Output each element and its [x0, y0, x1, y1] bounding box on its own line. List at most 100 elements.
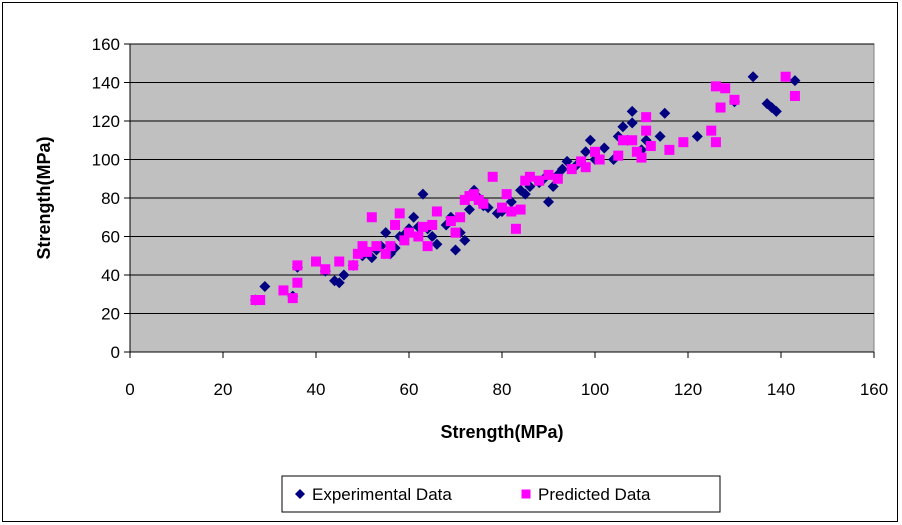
square-data-point — [534, 175, 545, 186]
square-data-point — [422, 241, 433, 252]
square-data-point — [394, 208, 405, 219]
diamond-data-point — [598, 142, 610, 154]
square-data-point — [348, 260, 359, 271]
diamond-data-point — [519, 188, 531, 200]
diamond-data-point — [659, 107, 671, 119]
x-tick-label: 100 — [581, 380, 609, 399]
square-data-point — [789, 90, 800, 101]
diamond-data-point — [463, 204, 475, 216]
square-data-point — [445, 216, 456, 227]
square-data-point — [678, 137, 689, 148]
legend-marker-predicted — [521, 489, 531, 499]
square-data-point — [613, 150, 624, 161]
square-data-point — [292, 260, 303, 271]
square-data-point — [524, 171, 535, 182]
y-tick-labels: 0 20 40 60 80 100 120 140 160 — [92, 35, 120, 362]
square-data-point — [576, 156, 587, 167]
y-tick-label: 80 — [101, 189, 120, 208]
square-data-point — [515, 204, 526, 215]
diamond-data-point — [450, 244, 461, 256]
square-data-point — [710, 81, 721, 92]
x-tick-label: 0 — [125, 380, 134, 399]
diamond-data-point — [747, 71, 759, 83]
square-data-point — [566, 164, 577, 175]
legend-label-predicted: Predicted Data — [538, 485, 651, 504]
series-predicted — [250, 71, 800, 306]
square-data-point — [371, 241, 382, 252]
square-data-point — [543, 169, 554, 180]
data-series — [250, 71, 801, 306]
square-data-point — [641, 112, 652, 123]
square-data-point — [641, 125, 652, 136]
square-data-point — [380, 248, 391, 259]
axes — [124, 43, 875, 358]
square-data-point — [455, 212, 466, 223]
diamond-data-point — [626, 105, 638, 117]
legend-marker-experimental — [295, 489, 305, 499]
diamond-data-point — [380, 227, 392, 239]
square-data-point — [287, 293, 298, 304]
y-tick-label: 60 — [101, 228, 120, 247]
square-data-point — [366, 212, 377, 223]
square-data-point — [278, 285, 289, 296]
gridlines — [130, 43, 874, 314]
x-tick-label: 120 — [674, 380, 702, 399]
square-data-point — [720, 83, 731, 94]
square-data-point — [710, 137, 721, 148]
x-tick-label: 160 — [860, 380, 888, 399]
x-axis-title: Strength(MPa) — [441, 422, 564, 442]
square-data-point — [417, 221, 428, 232]
y-tick-label: 140 — [92, 74, 120, 93]
square-data-point — [506, 206, 517, 217]
square-data-point — [552, 173, 563, 184]
diamond-data-point — [417, 188, 429, 200]
square-data-point — [715, 102, 726, 113]
square-data-point — [729, 94, 740, 105]
y-tick-label: 160 — [92, 35, 120, 54]
square-data-point — [450, 227, 461, 238]
square-data-point — [255, 295, 266, 306]
x-tick-label: 20 — [214, 380, 233, 399]
square-data-point — [399, 235, 410, 246]
square-data-point — [385, 241, 396, 252]
square-data-point — [292, 277, 303, 288]
square-data-point — [501, 189, 512, 200]
diamond-data-point — [338, 269, 350, 281]
diamond-data-point — [426, 231, 438, 242]
diamond-data-point — [459, 234, 471, 246]
square-data-point — [390, 219, 401, 230]
y-tick-label: 20 — [101, 305, 120, 324]
y-axis-title: Strength(MPa) — [34, 137, 54, 260]
square-data-point — [413, 231, 424, 242]
legend-box — [281, 475, 721, 513]
y-tick-label: 100 — [92, 151, 120, 170]
diamond-data-point — [654, 130, 666, 142]
square-data-point — [320, 264, 331, 275]
diamond-data-point — [431, 238, 443, 250]
square-data-point — [580, 162, 591, 173]
x-tick-label: 140 — [767, 380, 795, 399]
square-data-point — [590, 146, 600, 157]
diamond-data-point — [626, 117, 638, 129]
diamond-data-point — [556, 163, 568, 175]
x-tick-labels: 0 20 40 60 80 100 120 140 160 — [125, 380, 888, 399]
square-data-point — [431, 206, 442, 217]
square-data-point — [636, 152, 647, 163]
diamond-data-point — [584, 134, 596, 146]
square-data-point — [594, 154, 605, 165]
square-data-point — [334, 256, 345, 267]
diamond-data-point — [691, 130, 703, 142]
square-data-point — [469, 189, 480, 200]
square-data-point — [664, 144, 675, 155]
square-data-point — [404, 227, 414, 238]
square-data-point — [357, 241, 368, 252]
diamond-data-point — [617, 121, 629, 133]
x-tick-label: 40 — [307, 380, 326, 399]
square-data-point — [427, 219, 438, 230]
y-tick-label: 0 — [111, 343, 120, 362]
diamond-data-point — [333, 277, 345, 289]
diamond-data-point — [408, 211, 420, 223]
diamond-data-point — [543, 196, 554, 208]
square-data-point — [510, 223, 521, 234]
